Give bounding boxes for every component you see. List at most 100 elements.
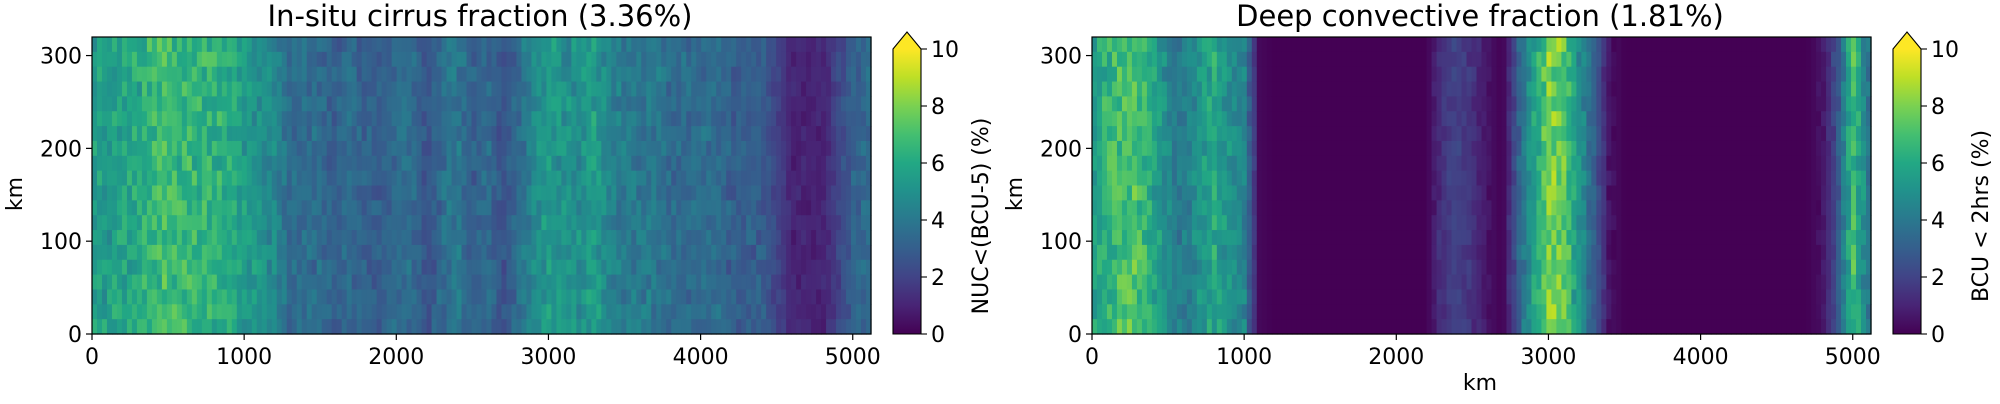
heatmap-cell <box>1332 319 1338 334</box>
heatmap-cell <box>741 200 747 215</box>
heatmap-cell <box>1322 200 1328 215</box>
heatmap-cell <box>252 215 258 230</box>
heatmap-cell <box>367 200 373 215</box>
heatmap-cell <box>1222 215 1228 230</box>
heatmap-cell <box>192 126 198 141</box>
heatmap-cell <box>771 200 777 215</box>
heatmap-cell <box>1157 260 1163 275</box>
heatmap-cell <box>576 304 582 319</box>
heatmap-cell <box>536 126 542 141</box>
heatmap-cell <box>706 37 712 52</box>
heatmap-cell <box>1462 96 1468 111</box>
heatmap-cell <box>1162 67 1168 82</box>
heatmap-cell <box>796 111 802 126</box>
heatmap-cell <box>1202 245 1208 260</box>
heatmap-cell <box>1287 141 1293 156</box>
heatmap-cell <box>1137 260 1143 275</box>
heatmap-cell <box>821 67 827 82</box>
heatmap-cell <box>721 186 727 201</box>
heatmap-cell <box>1317 200 1323 215</box>
heatmap-cell <box>516 260 522 275</box>
heatmap-cell <box>761 289 767 304</box>
heatmap-cell <box>731 289 737 304</box>
heatmap-cell <box>1147 67 1153 82</box>
heatmap-cell <box>477 52 483 67</box>
heatmap-cell <box>1392 126 1398 141</box>
heatmap-cell <box>97 67 103 82</box>
heatmap-cell <box>1232 111 1238 126</box>
heatmap-cell <box>506 319 512 334</box>
heatmap-cell <box>1122 67 1128 82</box>
heatmap-cell <box>651 245 657 260</box>
heatmap-cell <box>1472 156 1478 171</box>
heatmap-cell <box>147 304 153 319</box>
heatmap-cell <box>1342 156 1348 171</box>
heatmap-cell <box>152 156 158 171</box>
heatmap-cell <box>1422 171 1428 186</box>
heatmap-cell <box>646 52 652 67</box>
heatmap-cell <box>212 111 218 126</box>
heatmap-cell <box>1257 275 1263 290</box>
heatmap-cell <box>1127 289 1133 304</box>
heatmap-cell <box>1117 245 1123 260</box>
heatmap-cell <box>457 260 463 275</box>
heatmap-cell <box>721 289 727 304</box>
heatmap-cell <box>1392 245 1398 260</box>
heatmap-cell <box>1521 67 1527 82</box>
heatmap-cell <box>566 319 572 334</box>
heatmap-cell <box>1307 230 1313 245</box>
heatmap-cell <box>1372 260 1378 275</box>
heatmap-cell <box>811 186 817 201</box>
heatmap-cell <box>482 111 488 126</box>
heatmap-cell <box>1511 245 1517 260</box>
heatmap-cell <box>1387 52 1393 67</box>
heatmap-cell <box>1112 200 1118 215</box>
heatmap-cell <box>1277 186 1283 201</box>
heatmap-cell <box>322 37 328 52</box>
heatmap-cell <box>1292 96 1298 111</box>
heatmap-cell <box>821 52 827 67</box>
heatmap-cell <box>462 156 468 171</box>
heatmap-cell <box>1521 156 1527 171</box>
heatmap-cell <box>661 275 667 290</box>
heatmap-cell <box>1142 304 1148 319</box>
heatmap-cell <box>691 200 697 215</box>
heatmap-cell <box>152 215 158 230</box>
heatmap-cell <box>1477 141 1483 156</box>
heatmap-cell <box>691 289 697 304</box>
heatmap-cell <box>1526 260 1532 275</box>
heatmap-cell <box>357 82 363 97</box>
heatmap-cell <box>596 186 602 201</box>
heatmap-cell <box>661 186 667 201</box>
heatmap-cell <box>237 156 243 171</box>
heatmap-cell <box>482 304 488 319</box>
heatmap-cell <box>781 215 787 230</box>
heatmap-cell <box>1117 37 1123 52</box>
heatmap-cell <box>801 319 807 334</box>
heatmap-cell <box>651 304 657 319</box>
heatmap-cell <box>107 260 113 275</box>
heatmap-cell <box>1457 200 1463 215</box>
heatmap-cell <box>586 37 592 52</box>
heatmap-cell <box>561 186 567 201</box>
heatmap-cell <box>1247 275 1253 290</box>
heatmap-cell <box>1177 111 1183 126</box>
heatmap-cell <box>377 260 383 275</box>
heatmap-cell <box>1262 289 1268 304</box>
heatmap-cell <box>581 67 587 82</box>
heatmap-cell <box>262 37 268 52</box>
heatmap-cell <box>467 275 473 290</box>
heatmap-cell <box>1412 96 1418 111</box>
heatmap-cell <box>686 186 692 201</box>
heatmap-cell <box>337 52 343 67</box>
heatmap-cell <box>621 126 627 141</box>
heatmap-cell <box>836 260 842 275</box>
heatmap-cell <box>432 67 438 82</box>
heatmap-cell <box>1541 304 1547 319</box>
heatmap-cell <box>486 67 492 82</box>
heatmap-cell <box>317 156 323 171</box>
heatmap-cell <box>447 200 453 215</box>
heatmap-cell <box>122 82 128 97</box>
